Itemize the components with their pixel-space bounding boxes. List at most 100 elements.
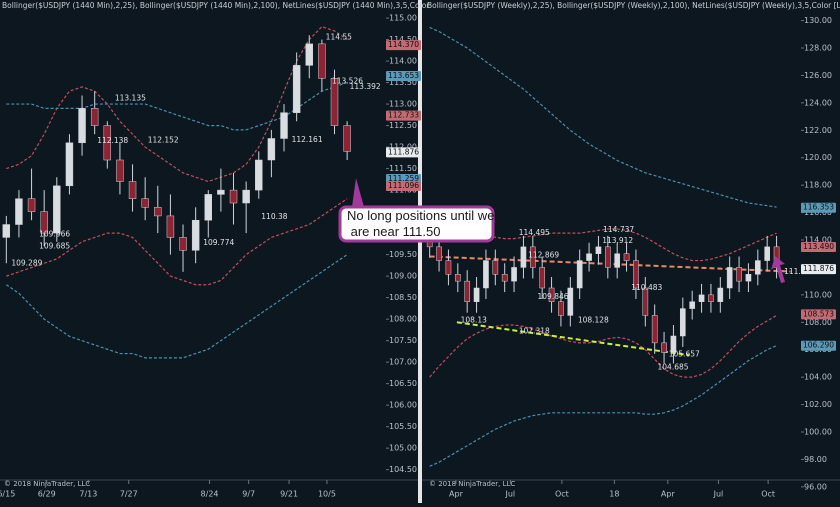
y-tick-label: 105.50 [389,422,417,431]
callout-pointer [352,178,364,207]
candle-body [217,189,225,195]
y-tick-label: 109.00 [389,272,417,281]
price-label: 116.353 [803,203,834,212]
y-tick-label: 114.00 [804,236,832,245]
price-label-box [386,180,421,191]
candle-body [483,260,489,289]
candle-body [141,198,149,208]
candle-body [78,108,86,144]
candle-body [454,274,461,282]
chart-header: Bollinger($USDJPY (1440 Min),2,25), Boll… [2,1,430,10]
y-tick-label: 130.00 [804,16,832,25]
y-tick-label: 111.50 [389,164,417,173]
y-tick-label: 108.00 [389,315,417,324]
candle-body [280,112,288,139]
price-label-box [386,40,421,51]
price-annotation: 110.38 [261,212,287,221]
candle-body [529,246,536,268]
candle-body [604,246,611,268]
price-annotation: 113.912 [602,236,633,245]
x-tick-label: Apr [661,490,676,499]
price-label: 111.876 [388,147,419,156]
price-label-box [386,71,421,81]
bollinger-band [429,225,777,262]
price-label: 106.290 [803,341,834,350]
price-annotation: 111.663 [784,267,815,276]
price-label-box [801,309,836,320]
footer-text: © 2018 NinjaTrader, LLC [429,480,515,488]
y-tick-label: 105.00 [389,444,417,453]
x-tick-label: 6/15 [0,490,15,499]
price-annotation: 109.846 [538,292,569,301]
candle-body [292,65,301,113]
y-tick-label: 110.00 [804,290,832,299]
price-annotation: 107.318 [519,327,550,336]
candle-body [318,43,326,79]
y-tick-label: 106.00 [389,401,417,410]
x-tick-label: 9/21 [280,490,298,499]
y-tick-label: 112.00 [389,143,417,152]
price-label: 113.490 [803,242,834,251]
candle-body [116,159,124,182]
price-annotation: 113.135 [115,93,146,102]
x-tick-label: Jul [504,490,515,499]
price-label: 113.653 [388,71,419,80]
x-tick-label: Jul [713,490,724,499]
candle-body [689,301,696,309]
price-annotation: 108.128 [578,316,609,325]
y-tick-label: 122.00 [804,126,832,135]
price-label-box [801,202,836,213]
candle-body [492,260,499,275]
candle-body [708,294,714,302]
candle-body [736,267,742,282]
trendline [456,321,690,357]
callout-group: No long positions until we are near 111.… [338,178,495,243]
y-tick-label: 104.50 [389,465,417,474]
y-tick-label: 128.00 [804,44,832,53]
bollinger-band [6,82,348,131]
callout-text-1: No long positions until we are near 111.… [347,208,494,239]
price-label-box [386,110,421,121]
candle-body [267,138,276,161]
price-annotation: 104.685 [658,363,689,372]
y-tick-label: 109.50 [389,250,417,259]
candle-body [698,294,705,302]
y-tick-label: 108.50 [389,293,417,302]
candle-body [539,267,546,289]
candle-body [464,280,471,302]
x-tick-label: Apr [449,490,464,499]
candle-body [623,253,630,261]
candle-body [65,142,74,187]
price-annotation: 109.774 [203,238,234,247]
bollinger-band [5,254,348,359]
panel-divider [418,0,422,503]
candle-body [558,301,564,316]
y-tick-label: 96.00 [804,482,827,491]
y-tick-label: 112.50 [389,121,417,130]
price-annotation: 114.495 [519,228,550,237]
y-tick-label: 108.00 [804,318,832,327]
candle-body [633,260,639,289]
y-tick-label: 115.00 [389,14,417,23]
price-annotation: 108.13 [461,316,487,325]
price-annotation: 113.526 [332,76,363,85]
candle-body [717,287,724,302]
price-annotation: 112.138 [97,136,128,145]
price-annotation: 114.737 [603,225,634,234]
candle-body [103,125,112,161]
candle-body [204,194,212,221]
candle-body [576,260,583,289]
bollinger-band [6,198,348,286]
price-label-box [801,264,836,275]
candle-body [511,267,517,282]
candle-body [255,159,263,191]
price-label: 108.573 [803,309,834,318]
candle-body [229,189,238,204]
price-annotation: 109.966 [39,230,70,239]
candle-body [726,267,733,289]
candle-body [166,215,175,238]
x-tick-label: 9/7 [242,490,255,499]
